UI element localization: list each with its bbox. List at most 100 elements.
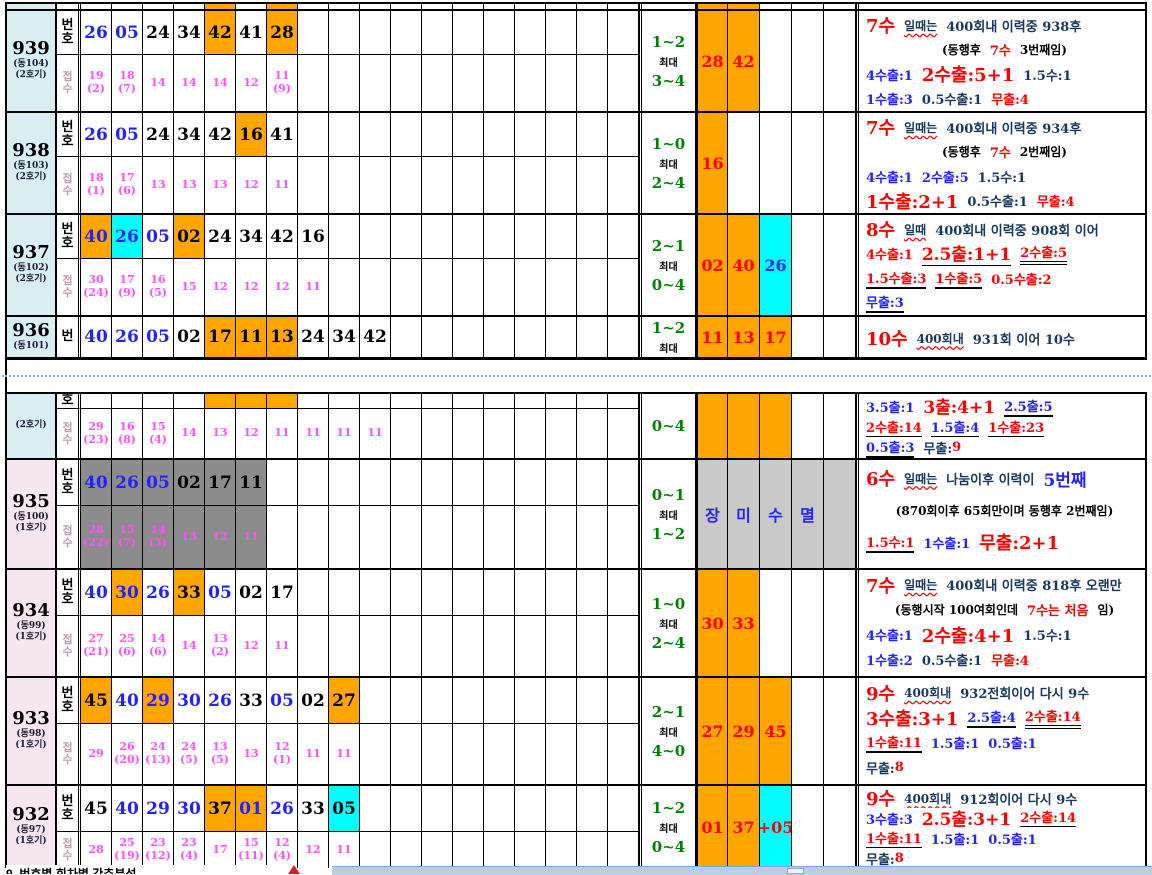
number-cell[interactable] — [453, 678, 484, 724]
predictor-cell[interactable]: 1~2 최대 — [639, 317, 696, 357]
count-cell[interactable] — [422, 55, 453, 111]
number-cell[interactable] — [236, 4, 267, 9]
count-cell[interactable] — [546, 616, 577, 676]
highlight-cell[interactable] — [824, 215, 856, 315]
highlight-cell[interactable] — [824, 570, 856, 676]
number-cell[interactable] — [515, 215, 546, 259]
count-cell[interactable]: 12 (4) — [267, 832, 298, 868]
number-cell[interactable] — [515, 460, 546, 506]
number-cell[interactable]: 34 — [236, 215, 267, 259]
highlight-cell[interactable] — [760, 394, 792, 458]
count-cell[interactable] — [422, 259, 453, 315]
count-cell[interactable] — [608, 259, 639, 315]
number-cell[interactable] — [391, 786, 422, 832]
number-cell[interactable] — [267, 394, 298, 409]
number-cell[interactable] — [422, 317, 453, 357]
count-cell[interactable] — [577, 409, 608, 458]
highlight-cell[interactable] — [824, 786, 856, 868]
count-cell[interactable]: 15 (4) — [143, 409, 174, 458]
highlight-cell[interactable] — [824, 678, 856, 784]
highlight-cell[interactable] — [792, 394, 824, 458]
count-cell[interactable] — [484, 616, 515, 676]
number-cell[interactable]: 29 — [143, 678, 174, 724]
number-cell[interactable]: 29 — [143, 786, 174, 832]
count-cell[interactable]: 11 — [329, 409, 360, 458]
count-cell[interactable]: 11 — [298, 724, 329, 784]
count-cell[interactable]: 25 (19) — [112, 832, 143, 868]
count-cell[interactable] — [453, 616, 484, 676]
count-cell[interactable] — [577, 55, 608, 111]
count-cell[interactable]: 25 (6) — [112, 616, 143, 676]
number-cell[interactable] — [298, 113, 329, 157]
highlight-cell[interactable]: 29 — [728, 678, 760, 784]
number-cell[interactable] — [360, 786, 391, 832]
number-cell[interactable] — [577, 678, 608, 724]
count-cell[interactable]: 11 — [267, 409, 298, 458]
number-cell[interactable] — [515, 317, 546, 357]
number-cell[interactable]: 02 — [174, 460, 205, 506]
count-cell[interactable] — [484, 55, 515, 111]
number-cell[interactable] — [360, 11, 391, 55]
number-cell[interactable] — [329, 11, 360, 55]
number-cell[interactable]: 05 — [143, 215, 174, 259]
count-cell[interactable]: 12 — [267, 259, 298, 315]
round-label[interactable]: 932 (동97) (1호기) — [7, 786, 57, 868]
predictor-cell[interactable]: 1~0 최대 2~4 — [639, 570, 696, 676]
number-cell[interactable] — [422, 11, 453, 55]
highlight-cell[interactable]: 미 — [728, 460, 760, 568]
number-cell[interactable]: 11 — [236, 460, 267, 506]
highlight-cell[interactable] — [760, 11, 792, 111]
number-cell[interactable] — [608, 11, 639, 55]
number-cell[interactable] — [174, 4, 205, 9]
number-cell[interactable] — [577, 394, 608, 409]
number-cell[interactable] — [608, 317, 639, 357]
highlight-cell[interactable]: 28 — [696, 11, 728, 111]
number-cell[interactable] — [577, 4, 608, 9]
number-cell[interactable] — [546, 460, 577, 506]
highlight-cell[interactable] — [824, 4, 856, 9]
number-cell[interactable]: 33 — [236, 678, 267, 724]
count-cell[interactable]: 27 (21) — [81, 616, 112, 676]
count-cell[interactable] — [515, 259, 546, 315]
highlight-cell[interactable]: 45 — [760, 678, 792, 784]
count-cell[interactable]: 13 — [143, 157, 174, 213]
number-cell[interactable] — [453, 4, 484, 9]
highlight-cell[interactable] — [824, 394, 856, 458]
number-cell[interactable] — [298, 460, 329, 506]
count-cell[interactable] — [484, 724, 515, 784]
count-cell[interactable] — [329, 259, 360, 315]
number-cell[interactable]: 30 — [174, 678, 205, 724]
count-cell[interactable] — [608, 506, 639, 568]
predictor-cell[interactable]: 0~1 최대 1~2 — [639, 460, 696, 568]
number-cell[interactable] — [484, 678, 515, 724]
number-cell[interactable] — [608, 786, 639, 832]
number-cell[interactable] — [577, 460, 608, 506]
number-cell[interactable]: 30 — [174, 786, 205, 832]
number-cell[interactable]: 40 — [81, 317, 112, 357]
count-cell[interactable]: 26 (20) — [112, 724, 143, 784]
number-cell[interactable] — [391, 394, 422, 409]
highlight-cell[interactable] — [760, 570, 792, 676]
count-cell[interactable]: 13 — [205, 409, 236, 458]
highlight-cell[interactable]: 장 — [696, 460, 728, 568]
number-cell[interactable]: 02 — [298, 678, 329, 724]
number-cell[interactable]: 26 — [205, 678, 236, 724]
count-cell[interactable] — [267, 506, 298, 568]
number-cell[interactable] — [515, 394, 546, 409]
count-cell[interactable] — [577, 832, 608, 868]
count-cell[interactable]: 11 — [329, 724, 360, 784]
count-cell[interactable] — [360, 157, 391, 213]
number-cell[interactable] — [360, 113, 391, 157]
highlight-cell[interactable]: +05 — [760, 786, 792, 868]
count-cell[interactable] — [546, 506, 577, 568]
count-cell[interactable] — [546, 259, 577, 315]
number-cell[interactable] — [546, 394, 577, 409]
round-label[interactable]: 936 (동101) — [7, 317, 57, 357]
highlight-cell[interactable] — [760, 4, 792, 9]
count-cell[interactable]: 18 (1) — [81, 157, 112, 213]
number-cell[interactable] — [360, 570, 391, 616]
number-cell[interactable] — [391, 570, 422, 616]
number-cell[interactable]: 26 — [112, 215, 143, 259]
number-cell[interactable]: 45 — [81, 678, 112, 724]
predictor-cell[interactable]: 1~2 최대 0~4 — [639, 786, 696, 868]
